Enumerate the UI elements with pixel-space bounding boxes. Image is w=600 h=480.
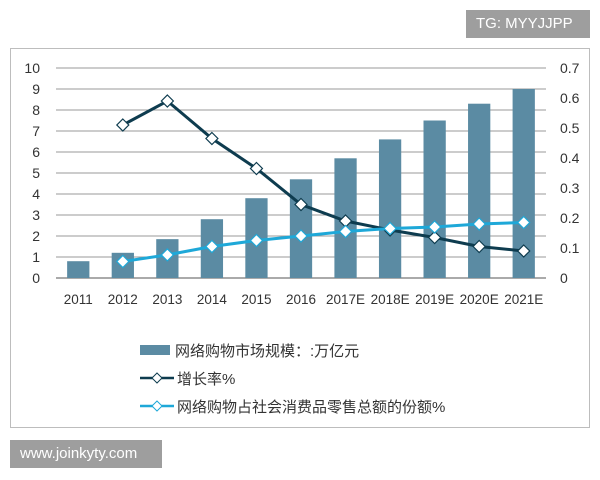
data-point — [338, 224, 353, 239]
y-right-tick-label: 0 — [560, 270, 568, 286]
legend-item-share: 网络购物占社会消费品零售总额的份额% — [140, 392, 445, 420]
x-tick-label: 2016 — [286, 292, 316, 307]
legend-label: 网络购物市场规模：:万亿元 — [175, 342, 360, 360]
y-right-tick-label: 0.7 — [560, 60, 580, 76]
data-point — [516, 215, 531, 230]
bar — [512, 89, 535, 278]
series-line — [122, 221, 524, 263]
watermark-bottom: www.joinkyty.com — [10, 440, 162, 468]
y-left-tick-label: 3 — [32, 207, 40, 223]
y-left-tick-label: 2 — [32, 228, 40, 244]
data-point — [427, 230, 442, 245]
share-line-swatch — [140, 400, 174, 412]
y-left-tick-label: 0 — [32, 270, 40, 286]
data-point — [427, 220, 442, 234]
y-right-tick-label: 0.6 — [560, 90, 580, 106]
x-tick-label: 2014 — [197, 292, 228, 307]
data-point — [294, 197, 308, 212]
bar — [67, 261, 90, 278]
data-point — [472, 217, 487, 231]
x-tick-label: 2018E — [371, 292, 410, 307]
data-point — [160, 248, 175, 262]
x-tick-label: 2012 — [108, 292, 138, 307]
legend-label: 网络购物占社会消费品零售总额的份额% — [177, 398, 446, 416]
y-right-tick-label: 0.1 — [560, 240, 580, 256]
data-point — [383, 221, 397, 236]
data-point — [249, 233, 264, 248]
data-point — [516, 244, 531, 258]
bar — [289, 179, 313, 278]
bar-swatch — [140, 345, 170, 355]
x-tick-label: 2011 — [64, 292, 93, 307]
y-right-tick-label: 0.2 — [560, 210, 580, 226]
y-left-tick-label: 6 — [32, 144, 40, 160]
data-point — [205, 239, 219, 254]
y-right-tick-label: 0.3 — [560, 180, 580, 196]
legend-label: 增长率% — [177, 370, 236, 388]
bar — [423, 120, 446, 278]
legend-item-growth: 增长率% — [140, 364, 445, 392]
y-left-tick-label: 9 — [32, 81, 40, 97]
series-line — [122, 99, 524, 253]
data-point — [472, 239, 487, 254]
legend-item-bar: 网络购物市场规模：:万亿元 — [140, 336, 445, 364]
data-point — [115, 254, 130, 269]
x-tick-label: 2019E — [415, 292, 454, 307]
y-left-tick-label: 10 — [24, 60, 40, 76]
y-left-tick-label: 7 — [32, 123, 40, 139]
bar — [378, 139, 402, 278]
y-right-tick-label: 0.5 — [560, 120, 580, 136]
data-point — [205, 131, 219, 146]
x-tick-label: 2017E — [326, 292, 365, 307]
bar — [468, 103, 491, 278]
y-right-tick-label: 0.4 — [560, 150, 580, 166]
data-point — [160, 94, 175, 108]
x-tick-label: 2013 — [152, 292, 182, 307]
data-point — [115, 118, 130, 132]
growth-line-swatch — [140, 372, 174, 384]
watermark-top: TG: MYYJJPP — [466, 10, 590, 38]
y-left-tick-label: 1 — [32, 249, 40, 265]
x-tick-label: 2021E — [504, 292, 543, 307]
y-left-tick-label: 5 — [32, 165, 40, 181]
data-point — [294, 229, 308, 243]
data-point — [249, 161, 264, 176]
x-tick-label: 2015 — [241, 292, 271, 307]
y-left-tick-label: 8 — [32, 102, 40, 118]
x-tick-label: 2020E — [460, 292, 499, 307]
legend: 网络购物市场规模：:万亿元 增长率% 网络购物占社会消费品零售总额的份额% — [140, 336, 445, 420]
y-left-tick-label: 4 — [32, 186, 40, 202]
